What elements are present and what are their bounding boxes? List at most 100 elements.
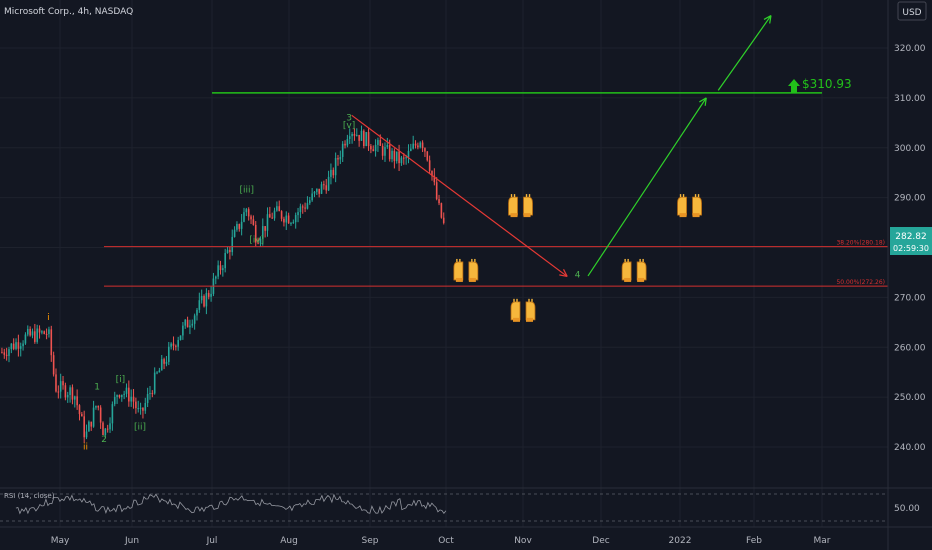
candle-body	[243, 212, 245, 222]
raised-hands-icon	[453, 258, 479, 282]
projection-2-arrowhead	[769, 15, 772, 24]
rsi-label: RSI (14, close)	[4, 492, 55, 500]
candle-body	[353, 133, 356, 136]
sleeve-left	[679, 213, 687, 218]
candle-body	[210, 293, 212, 297]
wave-label: [iv]	[249, 236, 264, 246]
candle-body	[400, 157, 403, 164]
raised-hands-icon	[621, 258, 647, 282]
candle-body	[224, 253, 226, 269]
candle-body	[358, 134, 360, 141]
candle-body	[355, 134, 358, 136]
candle-body	[64, 385, 67, 398]
hand-right	[692, 196, 702, 216]
candle-body	[247, 209, 250, 217]
candle-body	[139, 407, 142, 409]
downtrend-arrowhead	[562, 269, 568, 277]
candle-body	[104, 428, 107, 436]
candle-body	[66, 395, 69, 398]
candle-body	[149, 393, 151, 395]
candle-body	[172, 343, 175, 346]
candle-body	[193, 315, 196, 324]
projection-1-line[interactable]	[587, 97, 707, 277]
hand-left	[677, 196, 687, 216]
candle-body	[111, 404, 114, 424]
fib-level-label: 38.20%(280.18)	[836, 240, 885, 247]
candle-body	[17, 342, 20, 349]
wave-label: i	[47, 313, 50, 323]
candle-body	[398, 151, 400, 164]
downtrend-line[interactable]	[351, 114, 568, 277]
candle-body	[222, 268, 224, 271]
candle-body	[92, 407, 95, 427]
wave-label: 2	[101, 435, 107, 445]
hand-left	[621, 261, 632, 281]
sleeve-right	[468, 277, 476, 282]
candle-body	[163, 359, 165, 364]
candle-body	[414, 143, 417, 146]
drawings[interactable]: 38.20%(280.18)50.00%(272.26)iii12[i][ii]…	[47, 15, 888, 453]
candle-body	[316, 188, 318, 192]
candle-body	[438, 199, 440, 204]
raised-hands-icon	[677, 194, 702, 218]
candle-body	[231, 236, 234, 253]
candle-body	[264, 226, 266, 231]
candle-body	[306, 203, 309, 209]
candle-body	[391, 150, 393, 160]
candle-body	[160, 359, 163, 371]
candle-body	[81, 414, 83, 417]
candle-body	[245, 209, 248, 213]
candle-body	[341, 143, 344, 157]
wave-label: [i]	[116, 375, 126, 385]
projection-2-line[interactable]	[717, 15, 772, 91]
currency-button[interactable]: USD	[897, 1, 927, 21]
candle-body	[257, 242, 259, 244]
target-label: $310.93	[788, 77, 852, 93]
candle-body	[431, 170, 433, 176]
candle-body	[205, 292, 208, 307]
candle-body	[125, 387, 128, 394]
candle-body	[259, 238, 262, 244]
candle-body	[238, 223, 241, 229]
sleeve-right	[637, 277, 645, 282]
candle-body	[337, 158, 339, 160]
candle-body	[334, 158, 337, 176]
candle-body	[135, 401, 137, 409]
candle-body	[236, 223, 238, 230]
candle-body	[313, 191, 316, 194]
candle-body	[405, 157, 407, 159]
x-tick-label: Sep	[362, 536, 379, 546]
x-tick-label: Nov	[514, 536, 532, 546]
candle-body	[50, 329, 53, 356]
sleeve-left	[624, 277, 632, 282]
fib-level-label: 50.00%(272.26)	[836, 279, 885, 286]
candle-body	[407, 150, 410, 158]
candle-body	[372, 149, 375, 152]
downtrend-arrowhead	[559, 274, 568, 278]
candle-body	[198, 300, 201, 310]
candle-body	[428, 160, 431, 171]
x-tick-label: May	[51, 536, 70, 546]
candle-body	[433, 175, 436, 183]
sleeve-right	[692, 213, 700, 218]
candle-body	[153, 372, 156, 394]
candle-body	[48, 329, 50, 335]
candle-body	[137, 408, 140, 410]
candle-body	[377, 140, 379, 145]
candle-body	[69, 387, 71, 396]
candle-body	[130, 396, 132, 402]
candle-body	[179, 335, 182, 341]
y-tick-label: 310.00	[894, 94, 926, 104]
candle-body	[26, 328, 29, 335]
candle-body	[52, 355, 55, 375]
raised-hands-icon	[508, 194, 533, 218]
candle-body	[203, 295, 205, 307]
y-tick-label: 240.00	[894, 443, 926, 453]
sleeve-right	[526, 317, 533, 322]
candle-body	[273, 210, 276, 219]
candle-body	[116, 395, 118, 397]
candle-body	[426, 151, 429, 161]
candle-body	[348, 136, 351, 140]
candle-body	[38, 328, 41, 333]
